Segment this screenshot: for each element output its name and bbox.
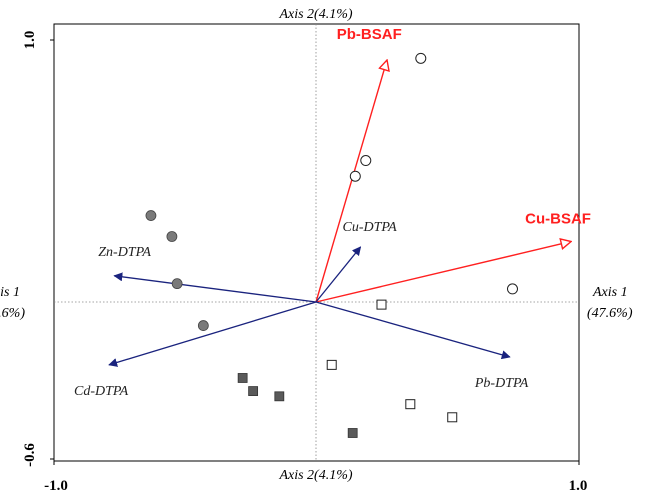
filled-square-point-4	[347, 428, 358, 438]
axis-label-left-line1: Axis 1	[0, 285, 20, 300]
filled-square-point-3	[274, 391, 285, 402]
cd-dtpa-label: Cd-DTPA	[74, 384, 129, 399]
y-tick-label-max: 1.0	[22, 31, 38, 50]
open-circle-point-1	[415, 52, 427, 64]
cu-dtpa-vector	[315, 246, 362, 303]
open-circle-point-3	[349, 170, 361, 182]
open-square-point-2	[326, 359, 337, 370]
pb-bsaf-label: Pb-BSAF	[337, 26, 402, 43]
sample-points	[145, 52, 518, 438]
filled-circle-point-3	[171, 278, 183, 290]
axis-label-bottom: Axis 2(4.1%)	[278, 468, 352, 483]
pb-dtpa-label: Pb-DTPA	[474, 376, 529, 391]
open-circle-point-2	[360, 155, 372, 167]
cu-dtpa-label: Cu-DTPA	[343, 220, 398, 235]
cd-dtpa-vector	[108, 301, 317, 367]
loading-vectors: Pb-BSAF Cu-BSAF Cu-DTPA Zn-DTPA Cd-DTPA Pb-DT…	[74, 26, 591, 399]
open-square-point-4	[447, 412, 458, 423]
axis-label-right-line1: Axis 1	[592, 285, 628, 300]
filled-circle-point-1	[145, 210, 157, 221]
open-square-point-3	[405, 399, 416, 410]
filled-circle-point-2	[166, 231, 178, 242]
cu-bsaf-vector	[315, 242, 570, 303]
pb-dtpa-vector	[315, 301, 511, 360]
axis-label-right-line2: (47.6%)	[587, 306, 633, 321]
open-circle-point-4	[507, 283, 518, 295]
zn-dtpa-vector	[113, 272, 317, 303]
cu-bsaf-label: Cu-BSAF	[525, 211, 591, 228]
y-tick-label-min: -0.6	[22, 443, 38, 467]
zn-dtpa-label: Zn-DTPA	[98, 245, 151, 260]
pb-bsaf-vector	[315, 61, 387, 303]
x-tick-label-max: 1.0	[569, 478, 588, 494]
x-tick-label-min: -1.0	[44, 478, 68, 494]
plot-frame	[53, 23, 580, 462]
filled-circle-point-4	[197, 320, 209, 331]
filled-square-point-1	[237, 373, 248, 383]
open-square-point-1	[376, 299, 387, 310]
filled-square-point-2	[248, 386, 259, 396]
axis-label-left-line2: (47.6%)	[0, 306, 25, 321]
axis-label-top: Axis 2(4.1%)	[278, 7, 352, 22]
